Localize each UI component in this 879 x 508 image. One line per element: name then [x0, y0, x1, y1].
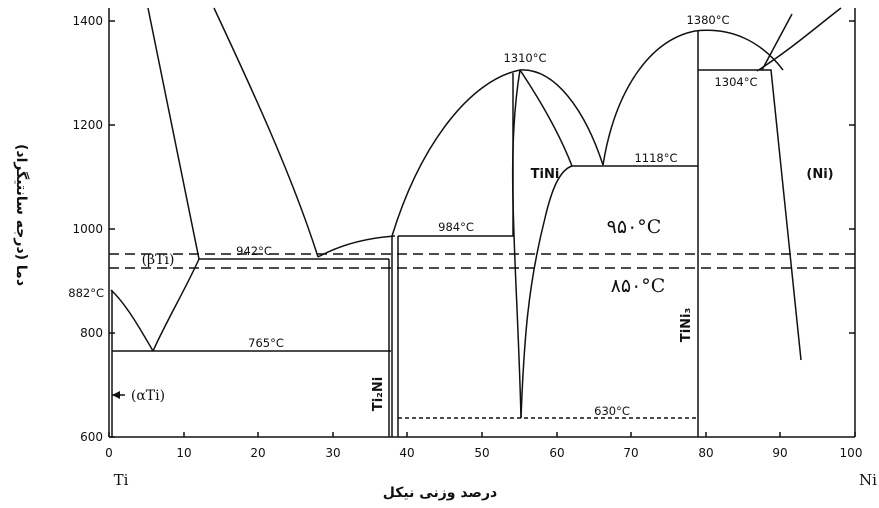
- x-tick-label: 0: [105, 446, 113, 460]
- tini-liquidus-dome: [391, 69, 604, 237]
- x-tick-label: 80: [698, 446, 713, 460]
- x-tick-label: 10: [176, 446, 191, 460]
- temp-label-984: 984°C: [438, 220, 474, 234]
- eutectic-984: [398, 73, 514, 237]
- x-tick-label: 40: [399, 446, 414, 460]
- x-tick-label: 50: [474, 446, 489, 460]
- temp-label-1118: 1118°C: [634, 151, 677, 165]
- temp-label-882: 882°C: [68, 286, 104, 300]
- tini-label: TiNi: [531, 167, 560, 182]
- x-tick-labels: 0 10 20 30 40 50 60 70 80 90 100: [105, 446, 862, 460]
- x-axis-title: درصد وزنی نیکل: [383, 485, 497, 501]
- ni-liquidus: [756, 7, 842, 72]
- beta-ti-label: (βTi): [142, 252, 175, 268]
- temp-label-1310: 1310°C: [503, 51, 546, 65]
- tini3-label: TiNi₃: [679, 308, 694, 342]
- liquidus-ti2ni-side: [213, 7, 319, 258]
- x-tick-label: 100: [840, 446, 863, 460]
- y-tick-label: 1400: [72, 14, 103, 28]
- tini-right-lower: [520, 165, 573, 419]
- phase-boundaries: [110, 7, 842, 437]
- temp-label-630: 630°C: [594, 404, 630, 418]
- liquidus-ti-side: [147, 7, 200, 260]
- x-tick-label: 20: [250, 446, 265, 460]
- beta-solvus: [152, 258, 200, 352]
- y-tick-label: 1200: [72, 118, 103, 132]
- annotation-850: ۸۵۰°C: [611, 275, 666, 297]
- temp-label-1380: 1380°C: [686, 13, 729, 27]
- alpha-ti-arrowhead: [112, 391, 120, 399]
- annotation-950: ۹۵۰°C: [607, 216, 662, 238]
- temp-label-942: 942°C: [236, 244, 272, 258]
- ti2ni-label: Ti₂Ni: [371, 377, 386, 411]
- y-tick-label: 1000: [72, 222, 103, 236]
- tini-left-boundary: [511, 69, 522, 419]
- alpha-beta-left: [110, 289, 154, 352]
- alpha-ti-label: (αTi): [131, 388, 165, 404]
- ti2ni-liquidus: [317, 235, 396, 258]
- ni-endpoint-label: Ni: [859, 471, 877, 489]
- x-tick-label: 60: [549, 446, 564, 460]
- x-tick-label: 30: [325, 446, 340, 460]
- y-tick-label: 600: [80, 430, 103, 444]
- ti-endpoint-label: Ti: [114, 471, 129, 489]
- eutectic-1118: [519, 69, 698, 167]
- x-tick-label: 90: [772, 446, 787, 460]
- y-ticks: [109, 20, 855, 438]
- ni-solidus: [761, 13, 793, 71]
- y-axis-title: دما (درجه سانتیگراد): [13, 144, 30, 286]
- peritectic-1304: [698, 69, 802, 361]
- x-ticks: [108, 432, 856, 437]
- y-tick-labels: 600 800 1000 1200 1400: [72, 14, 103, 444]
- y-tick-label: 800: [80, 326, 103, 340]
- temp-label-1304: 1304°C: [714, 75, 757, 89]
- ni-label: (Ni): [806, 167, 833, 182]
- temp-label-765: 765°C: [248, 336, 284, 350]
- tini3-liquidus-dome: [602, 29, 784, 166]
- x-tick-label: 70: [623, 446, 638, 460]
